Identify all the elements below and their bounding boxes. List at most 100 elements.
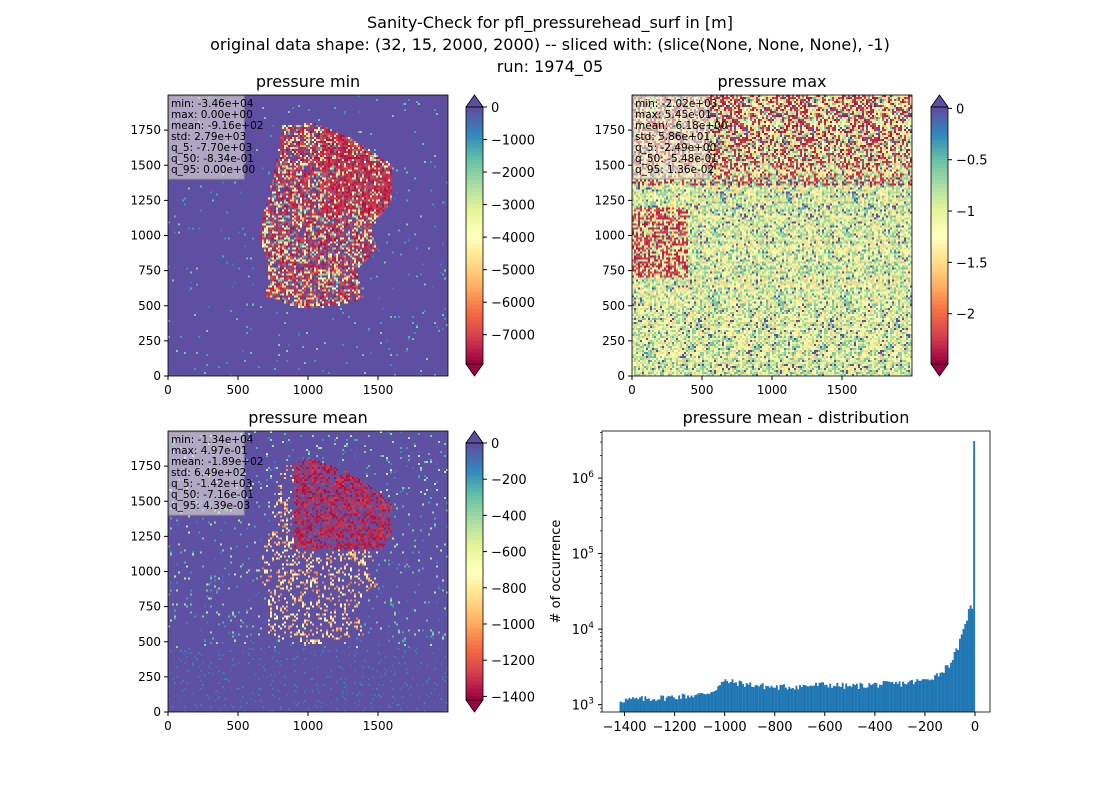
histogram-bar	[635, 697, 638, 712]
histogram-bar	[923, 679, 926, 712]
histogram-bar	[809, 685, 812, 712]
colorbar-segment	[931, 263, 948, 269]
colorbar-segment	[466, 571, 483, 577]
colorbar-segment	[931, 235, 948, 241]
y-tick-label: 250	[138, 670, 161, 684]
colorbar-segment	[466, 451, 483, 456]
colorbar-segment	[466, 503, 483, 508]
histogram-bar	[852, 683, 855, 712]
histogram-bar	[697, 693, 700, 712]
colorbar-tick-label: −1400	[491, 690, 535, 705]
histogram-bar	[870, 684, 873, 712]
colorbar-segment	[931, 303, 948, 309]
histogram-bar	[967, 609, 970, 712]
colorbar-segment	[931, 227, 948, 233]
colorbar-tick-label: −200	[491, 473, 527, 488]
histogram-bar	[859, 682, 862, 712]
colorbar-frame	[930, 106, 949, 365]
colorbar-segment	[931, 179, 948, 184]
colorbar-segment	[466, 543, 483, 549]
x-tick-label: −200	[907, 720, 943, 735]
colorbar-segment	[931, 259, 948, 265]
y-tick-label: 500	[138, 299, 161, 313]
histogram-bar	[674, 698, 677, 712]
histogram-bar	[720, 681, 723, 712]
colorbar-segment	[466, 187, 483, 192]
histogram-bar	[863, 687, 865, 712]
histogram-bar	[962, 629, 965, 712]
colorbar-segment	[931, 143, 948, 148]
stats-line: q_95: 4.39e-03	[171, 500, 250, 512]
histogram-bar	[678, 695, 681, 712]
colorbar-tick-label: −600	[491, 546, 527, 561]
histogram-bar	[768, 687, 771, 712]
x-tick-label: 1000	[757, 383, 788, 397]
colorbar-segment	[466, 675, 483, 681]
histogram-bar	[969, 605, 972, 712]
colorbar-segment	[466, 559, 483, 565]
colorbar-segment	[931, 267, 948, 273]
colorbar-segment	[931, 311, 948, 317]
colorbar-segment	[466, 575, 483, 581]
colorbar-segment	[466, 631, 483, 637]
colorbar-segment	[931, 359, 948, 365]
colorbar-tick-label: −2000	[491, 166, 535, 181]
histogram-bar	[811, 685, 814, 712]
stats-box	[632, 95, 709, 180]
colorbar-segment	[931, 147, 948, 152]
colorbar-segment	[466, 459, 483, 464]
colorbar-segment	[466, 271, 483, 277]
histogram-bar	[848, 685, 851, 712]
histogram-bar	[722, 681, 725, 712]
histogram-bar	[891, 681, 894, 712]
colorbar-segment	[931, 111, 948, 116]
histogram-bar	[690, 695, 693, 712]
histogram-bar	[628, 697, 631, 712]
colorbar-segment	[466, 579, 483, 585]
colorbar-segment	[931, 331, 948, 337]
colorbar-segment	[931, 123, 948, 128]
colorbar-segment	[931, 323, 948, 329]
histogram-bar	[772, 687, 775, 712]
histogram-bar	[749, 682, 752, 712]
histogram-bar	[966, 620, 969, 712]
colorbar-segment	[466, 267, 483, 273]
colorbar-segment	[466, 351, 483, 357]
histogram-bar	[621, 702, 624, 712]
histogram-bar	[800, 687, 803, 712]
histogram-bar	[832, 685, 835, 712]
stats-line: q_50: -8.34e-01	[171, 153, 254, 165]
colorbar-segment	[466, 591, 483, 597]
histogram-bar	[882, 681, 885, 712]
histogram-bar	[738, 680, 741, 712]
histogram-bar	[781, 685, 784, 712]
stats-line: max: 4.97e-01	[171, 445, 248, 457]
colorbar-segment	[931, 159, 948, 164]
colorbar-segment	[466, 123, 483, 128]
y-tick-label: 0	[617, 369, 625, 383]
histogram-bar	[946, 665, 949, 712]
x-tick-label: 0	[164, 383, 172, 397]
heatmap-panel-3: pressure mean 0 500 1000 1500 0 250 500 750 1000 1…	[130, 408, 449, 733]
histogram-bar	[921, 679, 924, 712]
colorbar-3: 0 −200 −400 −600 −800 −1000 −1200 −1400	[465, 430, 535, 713]
y-tick-label: 500	[602, 299, 625, 313]
colorbar-segment	[931, 295, 948, 301]
colorbar-segment	[931, 271, 948, 277]
y-tick-label: 105	[572, 546, 594, 563]
histogram-bar	[687, 695, 689, 712]
colorbar-segment	[466, 455, 483, 460]
colorbar-segment	[466, 323, 483, 329]
colorbar-segment	[466, 283, 483, 289]
histogram-bar	[850, 686, 853, 712]
colorbar-extend-min	[465, 363, 484, 377]
colorbar-segment	[466, 191, 483, 196]
histogram-bar	[823, 685, 826, 712]
panel-title: pressure mean - distribution	[683, 408, 910, 427]
colorbar-segment	[466, 327, 483, 333]
colorbar-segment	[466, 359, 483, 365]
colorbar-segment	[466, 479, 483, 484]
histogram-bar	[831, 687, 833, 712]
colorbar-tick-label: 0	[956, 102, 964, 117]
colorbar-segment	[931, 231, 948, 237]
